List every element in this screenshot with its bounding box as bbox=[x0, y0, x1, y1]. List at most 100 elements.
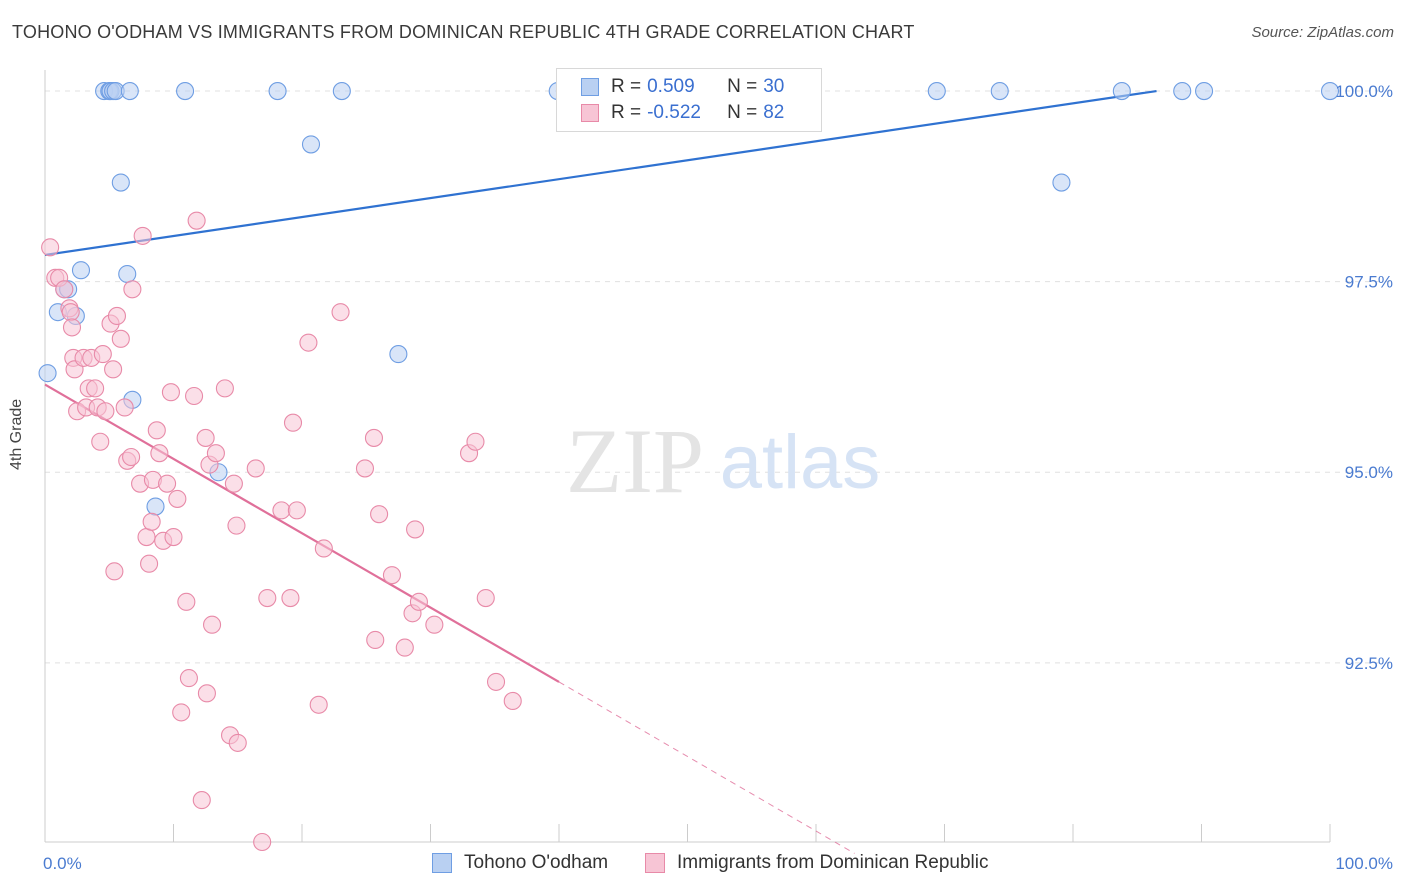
legend-n-label: N = bbox=[727, 102, 758, 123]
pink-point bbox=[253, 832, 272, 852]
y-tick-labels: 100.0% 97.5% 95.0% 92.5% bbox=[1335, 82, 1393, 673]
y-tick-label: 92.5% bbox=[1345, 654, 1393, 673]
pink-point bbox=[196, 428, 215, 447]
blue-point bbox=[111, 173, 130, 192]
pink-point bbox=[161, 383, 180, 402]
pink-point bbox=[370, 505, 389, 524]
blue-point bbox=[332, 82, 351, 101]
watermark-zip: ZIP bbox=[566, 410, 704, 512]
pink-point bbox=[283, 413, 303, 432]
pink-point bbox=[179, 669, 198, 688]
blue-point bbox=[927, 82, 946, 101]
trend-lines bbox=[44, 89, 1157, 854]
pink-point bbox=[215, 379, 234, 398]
data-points bbox=[38, 82, 1340, 852]
y-tick-label: 97.5% bbox=[1345, 273, 1393, 292]
pink-point bbox=[203, 615, 222, 634]
pink-point bbox=[185, 386, 204, 406]
grid-lines bbox=[45, 90, 1390, 664]
pink-point bbox=[287, 501, 306, 520]
blue-point bbox=[268, 82, 287, 101]
blue-point bbox=[1173, 82, 1192, 101]
pink-point bbox=[96, 402, 115, 421]
legend-swatch-pink bbox=[581, 104, 599, 122]
pink-point bbox=[192, 791, 211, 810]
blue-point bbox=[1112, 82, 1131, 101]
pink-point bbox=[105, 562, 124, 581]
x-tick-label: 0.0% bbox=[43, 854, 82, 873]
pink-point bbox=[206, 444, 225, 463]
pink-point bbox=[227, 516, 246, 535]
pink-point bbox=[93, 345, 112, 364]
pink-point bbox=[123, 280, 142, 299]
pink-point bbox=[104, 360, 123, 379]
pink-point bbox=[395, 638, 414, 657]
series-legend-item-tohono: Tohono O'odham bbox=[432, 852, 608, 874]
pink-point bbox=[158, 474, 177, 493]
series-legend-item-dominican: Immigrants from Dominican Republic bbox=[645, 852, 989, 874]
x-tick-label: 100.0% bbox=[1335, 854, 1393, 873]
legend-row-pink: R = -0.522 N = 82 bbox=[581, 101, 784, 125]
legend-swatch-blue bbox=[581, 78, 599, 96]
series-legend-label: Immigrants from Dominican Republic bbox=[677, 852, 989, 873]
watermark-atlas: atlas bbox=[720, 420, 881, 505]
blue-point bbox=[1320, 82, 1340, 101]
pink-point bbox=[107, 306, 127, 326]
blue-point bbox=[146, 497, 165, 516]
pink-point bbox=[503, 691, 522, 711]
blue-point bbox=[71, 261, 91, 280]
blue-point bbox=[176, 82, 195, 101]
pink-point bbox=[331, 303, 350, 322]
pink-point bbox=[314, 539, 333, 558]
pink-point bbox=[115, 398, 134, 417]
pink-point bbox=[133, 226, 152, 245]
pink-point bbox=[486, 672, 506, 691]
blue-point bbox=[1195, 82, 1214, 101]
pink-point bbox=[382, 566, 402, 585]
y-tick-label: 100.0% bbox=[1335, 82, 1393, 101]
pink-trend-line bbox=[44, 383, 560, 683]
pink-point bbox=[366, 630, 385, 650]
pink-point bbox=[406, 520, 425, 539]
pink-point bbox=[142, 512, 161, 531]
pink-point bbox=[466, 432, 485, 451]
pink-trend-extension bbox=[558, 681, 855, 854]
blue-point bbox=[1052, 173, 1071, 192]
x-tick-labels: 0.0% 100.0% bbox=[43, 854, 1393, 873]
pink-point bbox=[476, 588, 495, 608]
blue-point bbox=[120, 82, 139, 101]
legend-r-label: R = bbox=[611, 76, 642, 97]
series-swatch-blue bbox=[432, 853, 452, 873]
legend-r-value: -0.522 bbox=[647, 102, 701, 123]
pink-point bbox=[150, 444, 169, 463]
pink-point bbox=[147, 421, 166, 440]
chart-title: TOHONO O'ODHAM VS IMMIGRANTS FROM DOMINI… bbox=[12, 22, 915, 42]
pink-point bbox=[258, 588, 277, 608]
pink-point bbox=[111, 329, 130, 348]
blue-point bbox=[389, 345, 408, 364]
pink-point bbox=[140, 554, 159, 573]
pink-point bbox=[425, 615, 444, 634]
pink-point bbox=[299, 333, 318, 352]
legend-n-value: 82 bbox=[763, 102, 785, 123]
pink-point bbox=[91, 432, 110, 451]
blue-point bbox=[38, 364, 57, 383]
pink-point bbox=[246, 459, 265, 478]
source-label: Source: ZipAtlas.com bbox=[1251, 24, 1394, 41]
legend-row-blue: R = 0.509 N = 30 bbox=[581, 75, 784, 99]
blue-point bbox=[118, 264, 137, 284]
legend-n-label: N = bbox=[727, 76, 758, 97]
blue-trend-line bbox=[44, 89, 1157, 257]
series-swatch-pink bbox=[645, 853, 665, 873]
pink-point bbox=[272, 501, 291, 520]
pink-point bbox=[309, 695, 328, 714]
pink-point bbox=[409, 592, 428, 611]
legend-r-value: 0.509 bbox=[647, 76, 695, 97]
pink-point bbox=[228, 733, 247, 752]
pink-point bbox=[41, 238, 60, 257]
pink-point bbox=[61, 303, 80, 322]
pink-point bbox=[281, 588, 300, 608]
pink-point bbox=[364, 428, 384, 447]
pink-point bbox=[177, 592, 196, 611]
watermark: ZIP atlas bbox=[566, 410, 880, 512]
